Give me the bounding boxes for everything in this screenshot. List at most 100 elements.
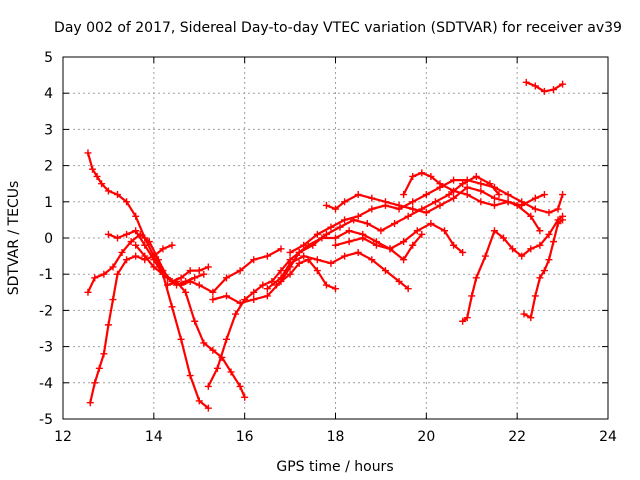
data-point [550,238,557,246]
data-point [227,368,235,376]
chart-title: Day 002 of 2017, Sidereal Day-to-day VTE… [54,20,622,36]
data-point [418,169,426,177]
data-point [236,267,244,275]
data-point [531,194,539,202]
data-point [472,274,480,282]
data-point [95,364,103,372]
data-point [422,191,430,199]
data-point [104,187,112,195]
y-tick-label: -5 [39,412,53,428]
data-point [504,191,512,199]
data-point [427,220,435,228]
data-point [300,252,308,260]
series-line [86,151,210,283]
data-point [132,212,140,220]
data-point [309,241,317,249]
series-track-2 [84,230,208,296]
data-point [150,256,158,264]
y-tick-label: 3 [44,122,53,138]
data-point [468,292,476,300]
data-point [232,310,240,318]
data-point [300,241,308,249]
x-tick-label: 18 [327,429,345,445]
data-point [386,245,394,253]
data-point [427,172,435,180]
data-point [490,183,498,191]
data-point [450,241,458,249]
data-point [500,234,508,242]
data-point [209,288,217,296]
data-point [286,270,294,278]
data-point [450,176,458,184]
data-point [377,227,385,235]
data-point [463,183,471,191]
data-point [182,288,190,296]
series-track-1 [84,149,212,285]
data-point [395,277,403,285]
data-point [422,209,430,217]
series-line [207,229,423,388]
data-point [114,191,121,199]
data-point [286,248,294,256]
data-point [313,230,321,238]
data-point [459,248,467,256]
data-point [295,259,303,267]
data-point [195,267,203,275]
data-point [250,296,258,304]
series-track-16 [520,216,567,322]
data-point [204,404,212,412]
data-point [527,212,535,220]
data-point [513,201,521,209]
data-point [109,263,117,271]
data-point [490,201,498,209]
data-point [123,198,131,206]
series-line [461,215,564,323]
series-line [166,280,246,399]
data-point [559,216,567,224]
data-point [368,256,376,264]
series-group [84,78,567,412]
data-point [404,285,412,293]
data-point [277,245,285,253]
data-point [195,397,203,405]
data-point [409,198,417,206]
data-point [250,288,258,296]
data-point [332,234,339,242]
data-point [163,281,171,289]
data-point [540,191,548,199]
series-line [522,218,564,319]
data-point [286,259,294,267]
data-point [250,256,258,264]
data-point [381,267,389,275]
data-point [381,198,389,206]
data-point [409,205,417,213]
data-point [213,364,221,372]
data-point [241,393,249,401]
data-point [368,205,376,213]
y-tick-label: 0 [44,231,53,247]
data-point [345,227,353,235]
y-tick-label: 5 [44,50,53,66]
data-point [472,172,480,180]
data-point [531,82,539,90]
data-point [91,379,99,387]
series-track-5 [132,241,285,296]
data-point [204,382,212,390]
data-point [236,382,244,390]
data-point [191,274,199,282]
series-line [134,244,283,294]
data-point [332,285,339,293]
data-point [522,78,530,86]
series-track-6 [163,277,249,401]
data-point [132,227,140,235]
data-point [263,252,271,260]
plot-frame [62,56,609,420]
data-point [418,230,426,238]
data-point [481,252,489,260]
data-point [259,281,267,289]
data-point [114,270,121,278]
data-point [490,227,498,235]
x-tick-label: 12 [54,429,72,445]
data-point [450,194,458,202]
